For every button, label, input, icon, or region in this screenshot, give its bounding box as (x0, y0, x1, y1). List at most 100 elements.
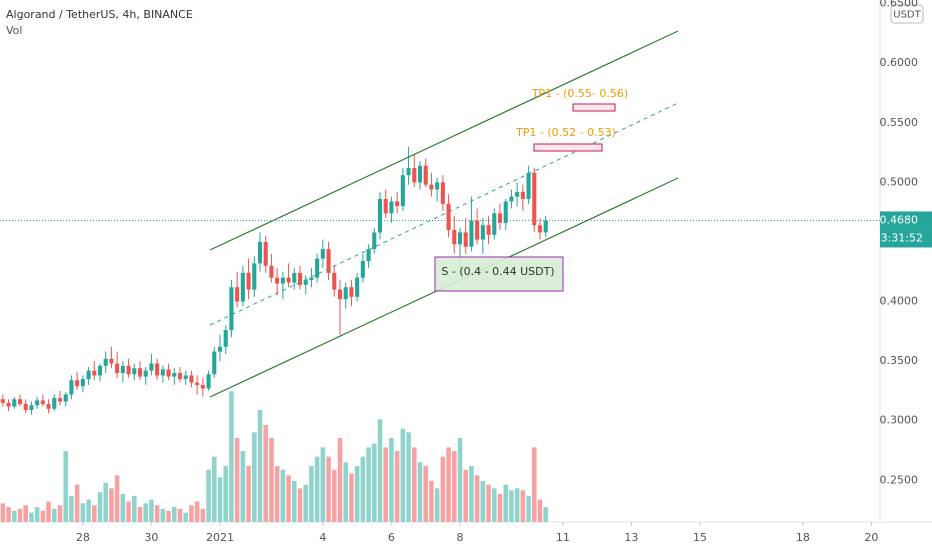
volume-bar (149, 499, 154, 522)
volume-bar (143, 503, 148, 522)
volume-bar (412, 447, 417, 522)
candle-body (366, 249, 371, 261)
candle-body (246, 272, 251, 290)
volume-bar (314, 456, 320, 522)
candle-body (337, 289, 343, 300)
volume-bar (349, 473, 354, 522)
volume-bar (274, 466, 280, 522)
candle-body (515, 191, 520, 197)
volume-bar (12, 510, 17, 522)
volume-bar (509, 490, 514, 522)
volume-bar (160, 508, 166, 522)
volume-bar (40, 510, 46, 522)
volume-bar (532, 447, 537, 522)
candle-body (343, 287, 348, 300)
candle-body (12, 399, 17, 407)
volume-bar (360, 456, 366, 522)
candle-body (189, 375, 194, 383)
volume-bar (217, 477, 223, 522)
volume-bar (263, 424, 268, 522)
candle-body (97, 365, 103, 376)
candle-body (526, 172, 531, 200)
y-tick-label: 0.5000 (880, 175, 919, 188)
y-tick-label: 0.6000 (880, 56, 919, 69)
support-zone (434, 256, 564, 292)
candle-body (383, 199, 388, 214)
volume-bar (0, 503, 6, 522)
candle-body (212, 351, 217, 375)
volume-bar (394, 451, 400, 522)
candle-body (223, 330, 228, 347)
candle-body (86, 370, 91, 379)
candle-body (532, 172, 537, 226)
x-tick-label: 13 (624, 531, 638, 544)
candle-body (326, 249, 331, 273)
candle-body (217, 346, 223, 352)
candle-body (6, 402, 11, 407)
candle-body (452, 230, 457, 245)
candle-body (435, 182, 440, 190)
volume-bar (469, 466, 474, 522)
volume-bar (280, 469, 286, 522)
volume-bar (269, 438, 274, 522)
volume-bar (17, 508, 23, 522)
volume-bar (423, 466, 428, 522)
volume-bar (417, 462, 423, 522)
annotation: S - (0.4 - 0.44 USDT) (441, 265, 554, 278)
volume-bar (309, 466, 314, 522)
candle-body (137, 368, 143, 377)
volume-bar (257, 410, 263, 522)
candle-body (360, 261, 365, 278)
volume-bar (194, 501, 200, 522)
candle-body (235, 287, 240, 302)
candle-body (200, 384, 205, 389)
candle-body (440, 182, 445, 204)
candle-body (240, 272, 245, 302)
volume-bar (486, 484, 491, 522)
volume-bar (114, 475, 120, 522)
candle-body (229, 287, 234, 331)
volume-bar (126, 501, 131, 522)
volume-bar (212, 456, 217, 522)
tp-zone (572, 103, 616, 112)
candle-body (155, 363, 160, 376)
volume-bar (492, 488, 497, 522)
volume-bar (252, 432, 257, 522)
volume-bar (452, 451, 457, 522)
volume-bar (520, 490, 526, 522)
candle-body (0, 399, 5, 403)
volume-bar (343, 462, 348, 522)
currency-badge[interactable] (890, 4, 924, 24)
candle-body (520, 191, 525, 200)
candle-body (263, 241, 268, 266)
volume-bar (109, 488, 114, 522)
x-tick-label: 8 (457, 531, 464, 544)
volume-bar (354, 466, 360, 522)
candle-body (400, 175, 405, 207)
candle-body (389, 201, 394, 214)
countdown-badge (880, 229, 932, 248)
volume-bar (240, 451, 246, 522)
candle-body (69, 380, 74, 395)
candle-body (206, 374, 211, 389)
volume-bar (377, 419, 383, 522)
candle-body (149, 363, 154, 371)
candle-body (257, 241, 263, 264)
candle-body (372, 232, 377, 250)
volume-bar (440, 456, 446, 522)
volume-bar (383, 447, 388, 522)
candle-body (332, 272, 337, 290)
volume-bar (46, 501, 51, 522)
y-tick-label: 0.3000 (880, 414, 919, 427)
candle-body (480, 225, 485, 240)
x-tick-label: 30 (144, 531, 158, 544)
candle-body (497, 213, 503, 223)
volume-bar (189, 505, 194, 522)
channel-upper (209, 30, 679, 251)
volume-bar (326, 456, 331, 522)
candle-body (423, 165, 428, 185)
candle-body (75, 380, 80, 387)
volume-bar (52, 508, 57, 522)
